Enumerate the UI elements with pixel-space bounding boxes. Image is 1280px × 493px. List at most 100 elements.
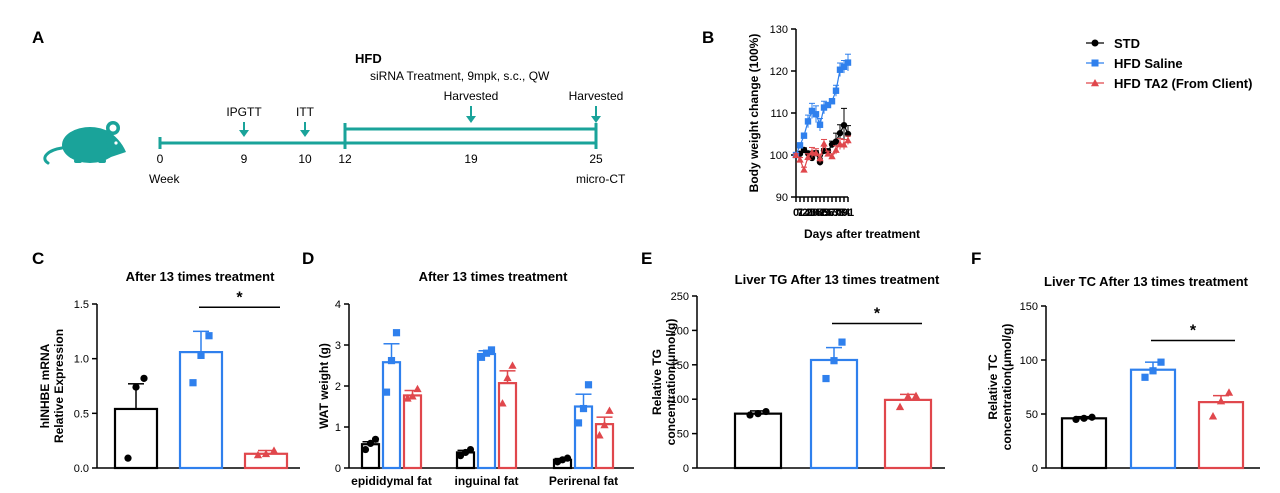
b-x-tick-label: 28 xyxy=(806,207,818,219)
d-data-point xyxy=(413,384,422,393)
b-data-point xyxy=(844,59,852,66)
d-data-point xyxy=(361,445,370,454)
panel-label-c: C xyxy=(32,249,44,268)
f-bar xyxy=(1197,401,1245,470)
timeline-event-arrow-head xyxy=(300,130,310,137)
b-data-point xyxy=(820,139,828,147)
b-data-point xyxy=(832,87,840,94)
b-x-tick-label: 70 xyxy=(830,207,842,219)
e-data-point xyxy=(838,338,846,346)
d-data-point xyxy=(382,388,391,396)
b-data-point xyxy=(824,101,832,109)
f-y-tick-label: 100 xyxy=(1020,355,1038,367)
timeline-event-label: ITT xyxy=(296,105,315,119)
timeline-event-arrow-head xyxy=(239,130,249,137)
d-y-axis-label-line: WAT weight (g) xyxy=(317,343,331,429)
b-x-tick-label: 49 xyxy=(818,207,830,219)
f-y-tick-label: 150 xyxy=(1020,301,1038,313)
d-data-point xyxy=(563,454,572,462)
f-y-tick-label: 50 xyxy=(1026,409,1038,421)
e-data-point xyxy=(903,392,913,400)
b-data-point xyxy=(844,136,852,144)
b-data-point xyxy=(804,118,812,125)
c-data-point xyxy=(132,383,140,391)
c-title: After 13 times treatment xyxy=(126,269,275,284)
b-x-tick-label: 42 xyxy=(814,207,826,219)
c-significance-label: * xyxy=(236,289,243,306)
c-data-point xyxy=(261,449,271,458)
d-data-point xyxy=(482,349,491,357)
e-y-tick-label: 200 xyxy=(671,325,689,337)
d-data-point xyxy=(584,381,593,389)
d-data-point xyxy=(403,394,412,402)
panel-a-timeline: HFD siRNA Treatment, 9mpk, s.c., QW 0 9 10… xyxy=(43,51,626,186)
f-bar xyxy=(1129,368,1177,470)
d-data-point xyxy=(579,404,588,413)
panel-label-d: D xyxy=(302,249,314,268)
f-data-point xyxy=(1157,358,1165,366)
f-data-point xyxy=(1088,413,1096,421)
d-bar xyxy=(573,405,594,470)
e-bar xyxy=(733,412,783,470)
b-y-tick-label: 110 xyxy=(770,108,788,120)
d-data-point xyxy=(387,356,396,365)
f-data-point xyxy=(1149,367,1157,375)
b-data-point xyxy=(816,154,824,162)
b-x-tick-label: 91 xyxy=(842,207,854,219)
b-y-tick-label: 100 xyxy=(770,150,788,162)
e-bar xyxy=(883,398,933,470)
f-significance-label: * xyxy=(1190,323,1197,340)
f-data-point xyxy=(1072,415,1080,423)
timeline-week-label: Week xyxy=(149,172,180,186)
e-data-point xyxy=(754,410,762,418)
timeline-end-label: micro-CT xyxy=(576,172,626,186)
c-y-tick-label: 1.0 xyxy=(74,354,89,366)
c-y-axis-label-line: hINHBE mRNA xyxy=(38,343,52,428)
d-y-tick-label: 3 xyxy=(335,340,341,352)
timeline-tick-label: 0 xyxy=(157,152,164,166)
d-category-label: epididymal fat xyxy=(351,474,432,488)
b-y-tick-label: 90 xyxy=(776,192,788,204)
f-title: Liver TC After 13 times treatment xyxy=(1044,274,1249,289)
timeline-tick-label: 9 xyxy=(241,152,248,166)
b-x-axis-label: Days after treatment xyxy=(804,227,920,241)
f-data-point xyxy=(1208,412,1218,420)
d-bar xyxy=(497,382,518,470)
b-legend-marker xyxy=(1090,78,1100,87)
e-data-point xyxy=(762,407,770,416)
d-category-label: Perirenal fat xyxy=(549,474,618,488)
c-data-point xyxy=(140,374,148,382)
d-data-point xyxy=(498,399,507,407)
d-data-point xyxy=(508,361,517,369)
b-data-point xyxy=(836,129,844,137)
d-data-point xyxy=(408,392,417,400)
e-significance-label: * xyxy=(874,306,881,323)
d-y-tick-label: 2 xyxy=(335,381,341,393)
panel-label-e: E xyxy=(641,249,652,268)
f-data-point xyxy=(1080,414,1088,422)
timeline-event-arrow-head xyxy=(466,116,476,123)
e-data-point xyxy=(746,411,754,419)
c-data-point xyxy=(189,379,197,387)
f-data-point xyxy=(1216,396,1226,405)
b-x-tick-label: 7 xyxy=(797,207,803,219)
b-data-point xyxy=(820,104,828,111)
b-data-point xyxy=(800,132,808,139)
d-y-tick-label: 4 xyxy=(335,299,341,311)
b-x-tick-label: 63 xyxy=(826,207,838,219)
f-y-axis-label-line: concentration(μmol/g) xyxy=(1000,324,1014,451)
b-data-point xyxy=(836,66,844,73)
b-legend-marker xyxy=(1091,59,1099,67)
e-bar xyxy=(809,358,859,470)
e-data-point xyxy=(822,374,830,383)
timeline-tick-label: 19 xyxy=(464,152,478,166)
f-data-point xyxy=(1224,388,1234,396)
panel-label-f: F xyxy=(971,249,981,268)
c-y-tick-label: 1.5 xyxy=(74,299,89,311)
b-data-point xyxy=(808,107,816,115)
timeline-treatment-label: siRNA Treatment, 9mpk, s.c., QW xyxy=(370,69,550,83)
b-legend-label: HFD TA2 (From Client) xyxy=(1114,76,1252,91)
c-data-point xyxy=(269,446,279,454)
f-bar xyxy=(1060,417,1108,470)
